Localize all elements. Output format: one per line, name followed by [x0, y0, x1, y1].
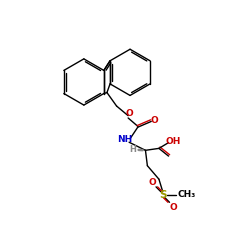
Text: OH: OH — [166, 137, 181, 146]
Text: O: O — [125, 109, 133, 118]
Text: NH: NH — [118, 135, 133, 144]
Text: O: O — [170, 202, 177, 211]
Text: H: H — [130, 145, 136, 154]
Text: CH₃: CH₃ — [178, 190, 196, 199]
Text: O: O — [150, 116, 158, 125]
Text: S: S — [159, 190, 166, 200]
Text: O: O — [148, 178, 156, 186]
